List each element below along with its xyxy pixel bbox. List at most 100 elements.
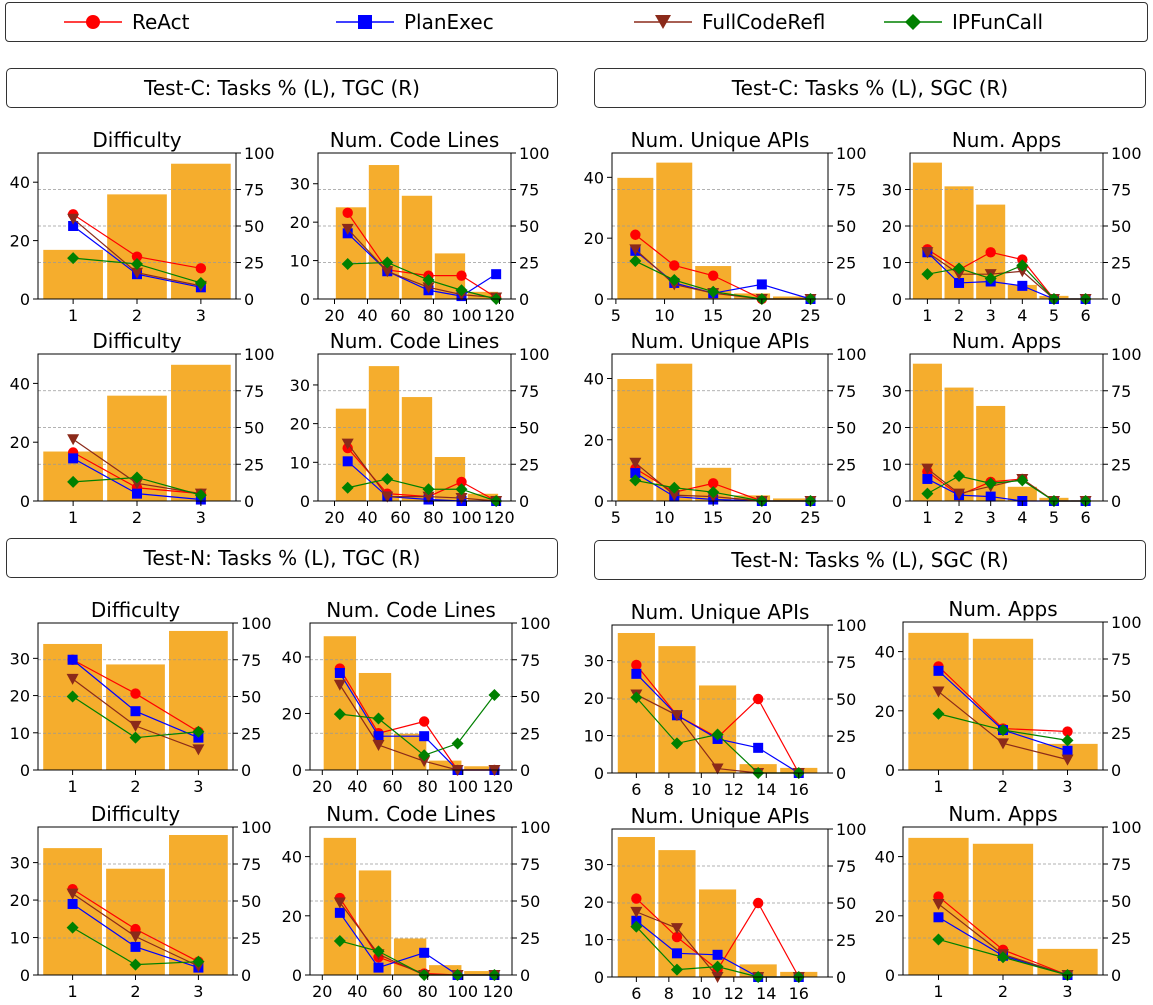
x-tick-label: 1 — [68, 508, 78, 527]
y2-tick-label: 100 — [1111, 613, 1142, 632]
y2-tick-label: 0 — [244, 492, 254, 511]
y2-tick-label: 75 — [836, 382, 856, 401]
bar — [170, 363, 232, 502]
data-point — [192, 955, 205, 968]
data-point — [631, 659, 642, 671]
y2-tick-label: 100 — [836, 616, 867, 635]
data-point — [1061, 734, 1074, 747]
data-point — [341, 223, 354, 235]
y2-tick-label: 50 — [1111, 892, 1131, 911]
y2-tick-label: 0 — [1111, 492, 1121, 511]
data-point — [630, 906, 643, 918]
data-point — [668, 481, 681, 494]
data-point — [67, 475, 80, 488]
data-point — [194, 276, 207, 289]
x-tick-label: 5 — [1049, 508, 1059, 527]
y2-tick-label: 75 — [244, 382, 264, 401]
x-tick-label: 2 — [954, 508, 964, 527]
y-tick-label: 10 — [290, 453, 310, 472]
data-point — [953, 470, 966, 483]
data-point — [954, 277, 965, 288]
x-tick-label: 1 — [933, 982, 943, 1001]
y2-tick-label: 75 — [519, 382, 539, 401]
y-tick-label: 20 — [584, 431, 604, 450]
data-point — [130, 688, 141, 699]
bar — [106, 193, 168, 300]
y-tick-label: 0 — [20, 290, 30, 309]
x-tick-label: 4 — [1017, 508, 1027, 527]
x-tick-label: 3 — [986, 508, 996, 527]
data-point — [985, 491, 996, 502]
data-point — [752, 897, 764, 909]
data-point — [671, 931, 683, 943]
data-point — [670, 923, 683, 935]
x-tick-label: 15 — [703, 306, 723, 325]
data-point — [921, 487, 934, 500]
data-point — [984, 477, 997, 490]
legend-item-fullcoderefl: FullCodeRefl — [634, 3, 825, 41]
x-tick-label: 60 — [390, 508, 410, 527]
y2-tick-label: 75 — [1111, 650, 1131, 669]
data-point — [707, 478, 719, 489]
x-tick-label: 6 — [631, 780, 641, 799]
data-point — [194, 489, 207, 502]
subplot-num-unique-apis: 0 10 20 30 0 25 50 75 100 6 8 10 12 14 16 Num. Unique A… — [584, 600, 867, 799]
data-point — [333, 708, 346, 721]
subplot-title: Difficulty — [91, 598, 180, 622]
y2-tick-label: 50 — [836, 894, 856, 913]
data-point — [711, 728, 724, 741]
x-tick-label: 2 — [130, 982, 140, 1001]
y-tick-label: 20 — [290, 415, 310, 434]
data-point — [341, 438, 354, 450]
data-point — [932, 686, 945, 698]
data-point — [752, 693, 764, 705]
data-point — [66, 888, 79, 900]
x-tick-label: 14 — [756, 780, 776, 799]
y2-tick-label: 75 — [1111, 855, 1131, 874]
subplot-title: Num. Apps — [952, 329, 1061, 353]
data-point — [932, 898, 945, 910]
y-tick-label: 0 — [20, 492, 30, 511]
y2-tick-label: 25 — [1111, 929, 1131, 948]
subplot-num-unique-apis: 0 20 40 0 25 50 75 100 5 10 15 20 25 Num. Unique APIs — [584, 329, 867, 527]
y2-tick-label: 0 — [1111, 761, 1121, 780]
y2-tick-label: 25 — [1111, 455, 1131, 474]
data-point — [711, 960, 724, 973]
bar — [105, 663, 166, 771]
y2-tick-label: 100 — [241, 614, 272, 633]
data-point — [66, 921, 79, 934]
y-tick-label: 10 — [10, 724, 30, 743]
y2-tick-label: 0 — [520, 761, 530, 780]
data-point — [130, 941, 141, 952]
y2-tick-label: 25 — [244, 455, 264, 474]
bar — [943, 386, 975, 502]
y2-tick-label: 75 — [836, 653, 856, 672]
subplot-title: Num. Code Lines — [326, 802, 496, 826]
data-point — [422, 483, 435, 496]
y-tick-label: 20 — [584, 689, 604, 708]
y2-tick-label: 25 — [241, 929, 261, 948]
data-point — [67, 654, 78, 665]
subplot-difficulty: 0 10 20 30 0 25 50 75 100 1 2 3 Difficulty — [10, 802, 272, 1001]
data-point — [129, 720, 142, 732]
data-point — [419, 731, 430, 742]
data-point — [921, 247, 934, 259]
y2-tick-label: 100 — [836, 345, 867, 364]
data-point — [933, 665, 944, 676]
y-tick-label: 30 — [584, 856, 604, 875]
x-tick-label: 40 — [347, 777, 367, 796]
x-tick-label: 16 — [789, 780, 809, 799]
y2-tick-label: 100 — [520, 818, 551, 837]
subplot-difficulty: 0 10 20 30 0 25 50 75 100 1 2 3 Difficulty — [10, 598, 272, 796]
y-tick-label: 40 — [875, 848, 895, 867]
data-point — [342, 456, 353, 467]
x-tick-label: 20 — [752, 508, 772, 527]
data-point — [381, 472, 394, 485]
data-point — [372, 945, 385, 958]
y2-tick-label: 100 — [520, 614, 551, 633]
y2-tick-label: 25 — [241, 724, 261, 743]
bar — [657, 645, 697, 774]
